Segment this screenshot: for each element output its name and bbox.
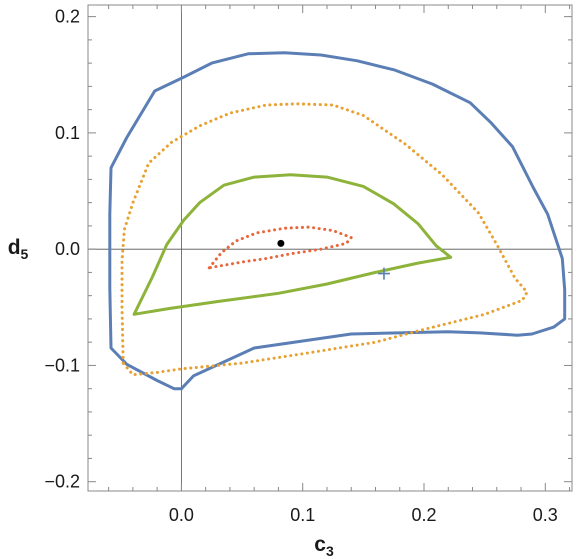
axis-labels: c3 d5: [8, 236, 334, 559]
x-tick-label: 0.2: [411, 505, 436, 525]
contour-line-1: [108, 51, 567, 391]
plot-frame: [87, 4, 573, 492]
y-tick-label: −0.2: [44, 472, 80, 492]
x-axis-label-sub: 3: [326, 543, 334, 559]
x-tick-label: 0.0: [169, 505, 194, 525]
contour-line-4: [207, 225, 353, 270]
contour-line-2: [120, 102, 529, 377]
x-tick-label: 0.1: [290, 505, 315, 525]
y-axis-label-base: d: [8, 236, 21, 259]
y-tick-label: −0.1: [44, 355, 80, 375]
best-fit-point: [277, 239, 285, 247]
y-axis-label: d5: [8, 236, 29, 262]
reference-point-plus: [377, 267, 390, 280]
x-tick-label: 0.3: [533, 505, 558, 525]
y-axis-label-sub: 5: [21, 246, 29, 262]
x-axis-label-base: c: [314, 533, 326, 556]
y-tick-label: 0.1: [55, 123, 80, 143]
ticks: 0.0 0.1 0.2 0.3 −0.2 −0.1 0.0 0.1 0.2: [44, 5, 572, 525]
y-tick-label: 0.0: [55, 239, 80, 259]
reference-lines: [88, 5, 572, 491]
x-axis-label: c3: [314, 533, 334, 559]
contour-series: [108, 51, 567, 391]
y-tick-label: 0.2: [55, 7, 80, 27]
markers: [277, 239, 390, 280]
contour-line-3: [132, 173, 453, 316]
